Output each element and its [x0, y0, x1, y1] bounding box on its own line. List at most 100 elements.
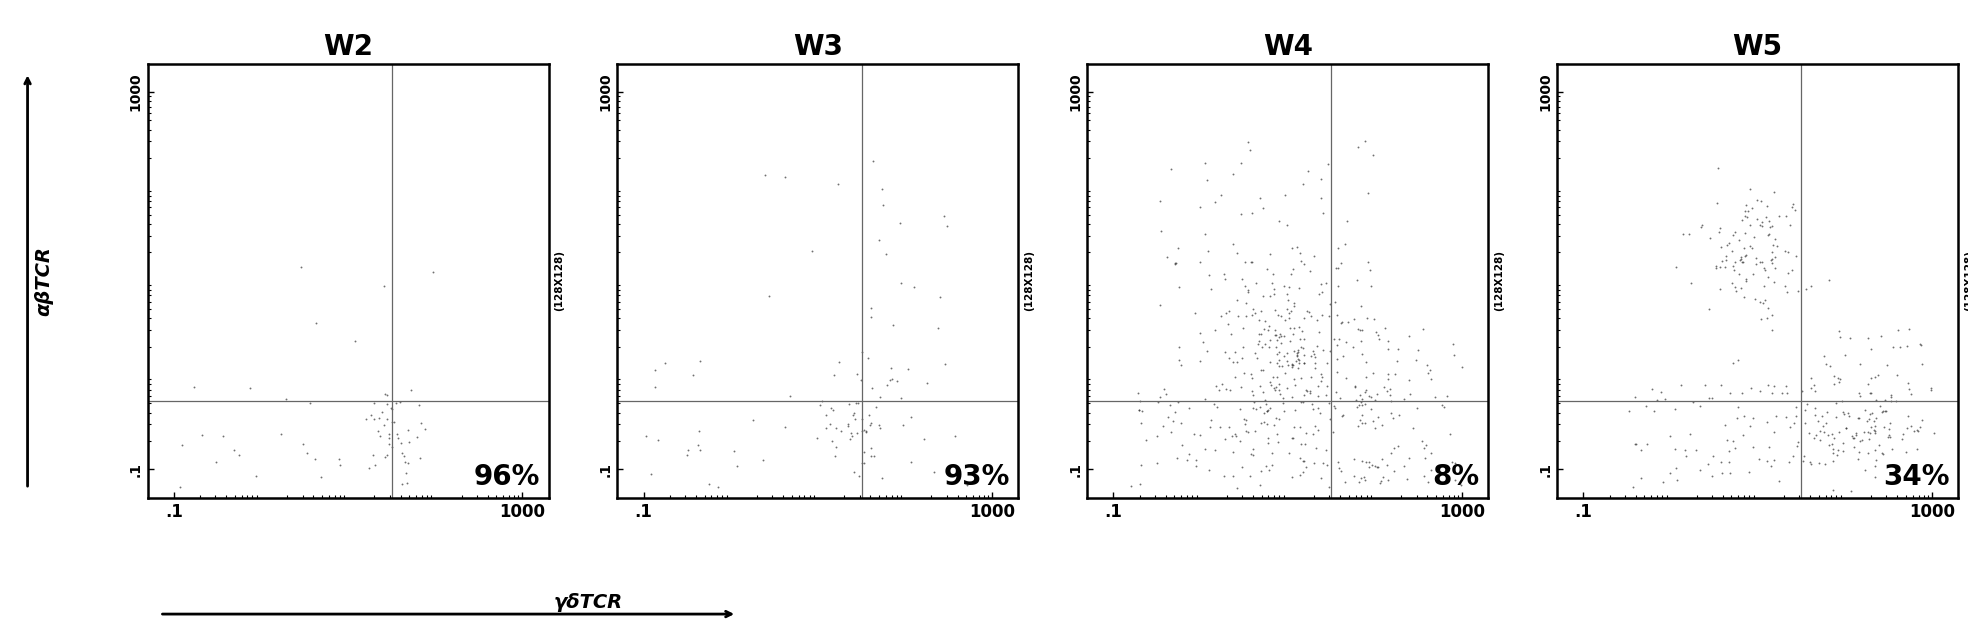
Point — [1244, 402, 1275, 412]
Point — [748, 170, 779, 180]
Point — [1734, 241, 1765, 251]
Point — [1722, 402, 1753, 412]
Title: W3: W3 — [793, 33, 842, 61]
Point — [1285, 439, 1317, 449]
Point — [1224, 209, 1256, 219]
Point — [754, 290, 785, 300]
Point — [222, 450, 254, 460]
Point — [1354, 404, 1385, 414]
Point — [1281, 348, 1313, 358]
Point — [1787, 387, 1818, 397]
Point — [1710, 262, 1742, 272]
Point — [1795, 459, 1826, 469]
Point — [1250, 339, 1281, 349]
Point — [374, 439, 405, 449]
Point — [1279, 323, 1311, 333]
Point — [1126, 419, 1157, 429]
Point — [1244, 336, 1275, 346]
Point — [1856, 373, 1887, 383]
Point — [1752, 230, 1783, 241]
Point — [1844, 413, 1876, 423]
Point — [299, 454, 331, 464]
Point — [1868, 449, 1899, 459]
Point — [1826, 446, 1858, 456]
Point — [1726, 256, 1757, 267]
Point — [1265, 311, 1297, 322]
Point — [1218, 471, 1250, 481]
Point — [1273, 282, 1305, 292]
Point — [1273, 448, 1305, 458]
Point — [1844, 436, 1876, 446]
Point — [1376, 448, 1407, 458]
Point — [1757, 240, 1789, 250]
Point — [1752, 313, 1783, 323]
Point — [1407, 324, 1439, 334]
Point — [390, 457, 421, 467]
Point — [856, 383, 888, 394]
Point — [1716, 230, 1748, 240]
Point — [738, 415, 769, 425]
Point — [1303, 289, 1334, 299]
Point — [1330, 373, 1362, 383]
Point — [1258, 269, 1289, 279]
Point — [1876, 390, 1907, 400]
Point — [1250, 399, 1281, 409]
Point — [1702, 198, 1734, 209]
Point — [1212, 306, 1244, 316]
Point — [1321, 387, 1352, 397]
Point — [1828, 438, 1860, 449]
Point — [1750, 262, 1781, 272]
Point — [1761, 411, 1793, 421]
Point — [207, 431, 238, 441]
Point — [1163, 282, 1195, 292]
Point — [1232, 137, 1263, 147]
Point — [1346, 410, 1378, 420]
Point — [1199, 399, 1230, 409]
Point — [1822, 427, 1854, 437]
Point — [884, 218, 915, 228]
Point — [1141, 396, 1173, 406]
Point — [1265, 330, 1297, 341]
Point — [1753, 216, 1785, 226]
Point — [1299, 251, 1330, 262]
Point — [1285, 422, 1317, 432]
Point — [1687, 222, 1718, 232]
Point — [1777, 265, 1809, 275]
Point — [1252, 406, 1283, 416]
Point — [1289, 334, 1321, 344]
Point — [1322, 457, 1354, 467]
Point — [1718, 443, 1750, 453]
Point — [1358, 314, 1389, 324]
Point — [1391, 474, 1423, 484]
Point — [240, 471, 272, 481]
Point — [1818, 433, 1850, 443]
Point — [1352, 188, 1384, 198]
Point — [866, 473, 897, 484]
Point — [1803, 416, 1834, 426]
Point — [1246, 466, 1277, 476]
Point — [1122, 388, 1153, 398]
Point — [1799, 403, 1830, 413]
Point — [1694, 233, 1726, 243]
Point — [1181, 461, 1212, 471]
Point — [1631, 401, 1663, 412]
Point — [1868, 406, 1899, 416]
Point — [1824, 325, 1856, 336]
Point — [1673, 229, 1704, 239]
Point — [1230, 311, 1261, 322]
Point — [1860, 471, 1891, 482]
Point — [868, 200, 899, 210]
Point — [1342, 421, 1374, 431]
Point — [823, 357, 854, 367]
Point — [1704, 242, 1736, 252]
Point — [1322, 463, 1354, 473]
Point — [301, 318, 333, 328]
Point — [1712, 238, 1744, 248]
Point — [1263, 355, 1295, 365]
Point — [864, 422, 895, 433]
Point — [1730, 251, 1761, 262]
Point — [1293, 166, 1324, 176]
Point — [1765, 388, 1797, 398]
Point — [1415, 365, 1446, 375]
Point — [1850, 404, 1881, 415]
